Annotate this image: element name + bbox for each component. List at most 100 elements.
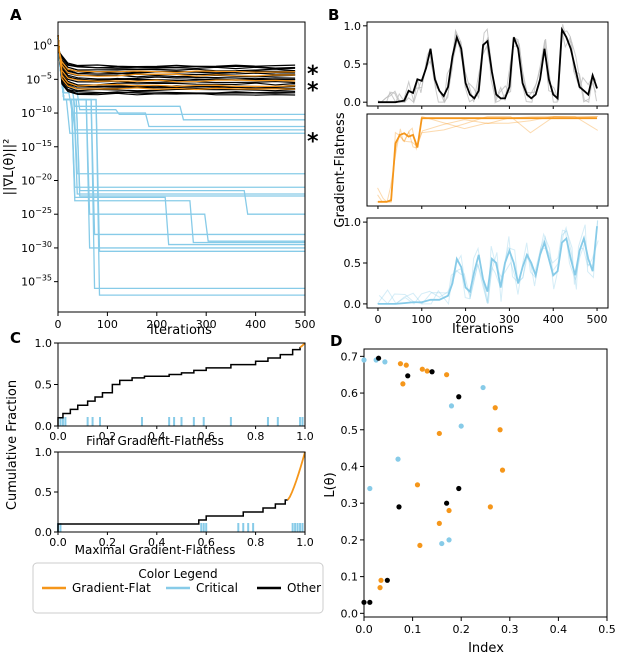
panel-b-ylabel: Gradient-Flatness: [333, 112, 348, 227]
gradient_flat-point: [378, 577, 384, 583]
other-series-line: [57, 35, 296, 84]
gradient_flat-star-marker: *: [307, 62, 319, 87]
y-tick-label: 1.0: [35, 446, 53, 459]
x-tick-label: 1.0: [296, 430, 314, 443]
gradient_flat-point: [424, 368, 430, 374]
gradient-flat-ecdf-line: [299, 342, 306, 348]
y-tick-label: 0.0: [344, 298, 362, 311]
x-tick-label: 0: [374, 313, 381, 326]
other-series-line: [57, 35, 296, 92]
x-tick-label: 0.1: [404, 623, 422, 636]
x-tick-label: 200: [146, 318, 167, 331]
y-tick-label: 1.0: [35, 337, 53, 350]
gradient_flat-point: [403, 362, 409, 368]
x-tick-label: 100: [97, 318, 118, 331]
gradient_flat-point: [497, 427, 503, 433]
critical-series-line: [57, 37, 305, 195]
y-tick-label: 10−25: [21, 206, 52, 221]
trajectory-shadow-line: [376, 220, 599, 306]
x-tick-label: 0.6: [197, 536, 215, 549]
gradient-flat-series-line: [57, 35, 296, 74]
legend-label-gradient-flat: Gradient-Flat: [72, 581, 151, 595]
other-trajectory-line: [377, 26, 598, 104]
gradient-flat-series-line: [57, 35, 296, 77]
x-tick-label: 500: [587, 313, 608, 326]
x-tick-label: 1.0: [296, 536, 314, 549]
other-point: [396, 504, 402, 510]
x-tick-label: 0.0: [49, 430, 67, 443]
x-tick-label: 0.8: [247, 536, 265, 549]
critical-trajectory-line: [377, 226, 598, 305]
panel-a-xlabel: Iterations: [150, 323, 212, 338]
gradient_flat-point: [377, 585, 383, 591]
subplot-frame: [57, 451, 306, 533]
critical-point: [458, 423, 464, 429]
panel-a-frame: [57, 21, 306, 313]
gradient_flat-point: [436, 520, 442, 526]
y-tick-label: 100: [33, 38, 52, 53]
panel-b: 0.0 0.5 1.0 0.0 0.5 1.0 0 100 200 300 400 500 Gradi…: [333, 20, 609, 337]
critical-series-line: [57, 37, 305, 175]
critical-point: [480, 384, 486, 391]
y-tick-label: 0.5: [35, 486, 53, 499]
y-tick-label: 0.0: [341, 607, 359, 620]
gradient_flat-point: [417, 542, 423, 549]
y-tick-label: 0.5: [341, 424, 359, 437]
x-tick-label: 0.6: [197, 430, 215, 443]
y-tick-label: 1.0: [344, 216, 362, 229]
gradient_flat-point: [487, 504, 493, 510]
gradient_flat-point: [419, 366, 425, 372]
y-tick-label: 0.0: [35, 526, 53, 539]
other-point: [444, 500, 450, 506]
trajectory-shadow-line: [377, 116, 598, 203]
gradient_flat-point: [446, 507, 452, 514]
y-tick-label: 0.3: [341, 497, 359, 510]
other-point: [361, 599, 367, 605]
other-series-line: [57, 35, 296, 70]
x-tick-label: 0.2: [452, 623, 470, 636]
panel-b-xlabel: Iterations: [452, 322, 514, 337]
x-tick-label: 100: [411, 313, 432, 326]
critical-series-line: [57, 37, 305, 197]
critical-point: [382, 359, 388, 365]
gradient_flat-point: [444, 372, 450, 378]
x-tick-label: 0.4: [148, 430, 166, 443]
x-tick-label: 0.8: [247, 430, 265, 443]
legend-label-critical: Critical: [196, 581, 238, 595]
panel-a: 0 100 200 300 400 500 100 10−5 10−10 10−15 10−20 10…: [2, 21, 319, 338]
critical-point: [395, 456, 401, 462]
other-series-line: [57, 35, 296, 69]
critical-point: [439, 540, 445, 547]
x-tick-label: 0.4: [148, 536, 166, 549]
other-point: [456, 394, 462, 400]
critical-point: [367, 485, 373, 492]
y-tick-label: 0.2: [341, 534, 359, 547]
gradient_flat-point: [499, 467, 506, 473]
y-tick-label: 1.0: [344, 20, 362, 33]
panel-d: 0.0 0.1 0.2 0.3 0.4 0.5 0.0 0.1 0.2 0.3 0.4 0.5 0.6 0…: [323, 348, 616, 656]
gradient_flat-point: [414, 482, 421, 488]
y-tick-label: 0.0: [35, 420, 53, 433]
other-star-marker: *: [307, 78, 319, 103]
other-point: [367, 599, 373, 605]
other-point: [375, 355, 382, 361]
x-tick-label: 300: [196, 318, 217, 331]
other-series-line: [57, 35, 296, 76]
x-tick-label: 0.4: [550, 623, 568, 636]
x-tick-label: 300: [499, 313, 520, 326]
other-point: [429, 369, 435, 375]
panel-c-ylabel: Cumulative Fraction: [5, 380, 20, 510]
color-legend: Color Legend Gradient-Flat Critical Othe…: [32, 562, 324, 614]
y-tick-label: 10−30: [21, 240, 52, 255]
critical-point: [446, 537, 452, 543]
y-tick-label: 10−10: [21, 105, 52, 120]
panel-a-ylabel: ||∇L(θ)||²: [2, 139, 17, 196]
gradient_flat-point: [492, 405, 498, 411]
panel-label-a: A: [10, 6, 22, 24]
other-ecdf-line: [57, 499, 288, 532]
x-tick-label: 0.0: [49, 536, 67, 549]
gradient_flat-point: [436, 430, 442, 437]
trajectory-shadow-line: [377, 116, 599, 203]
x-tick-label: 0.3: [501, 623, 519, 636]
y-tick-label: 0.7: [341, 350, 359, 363]
